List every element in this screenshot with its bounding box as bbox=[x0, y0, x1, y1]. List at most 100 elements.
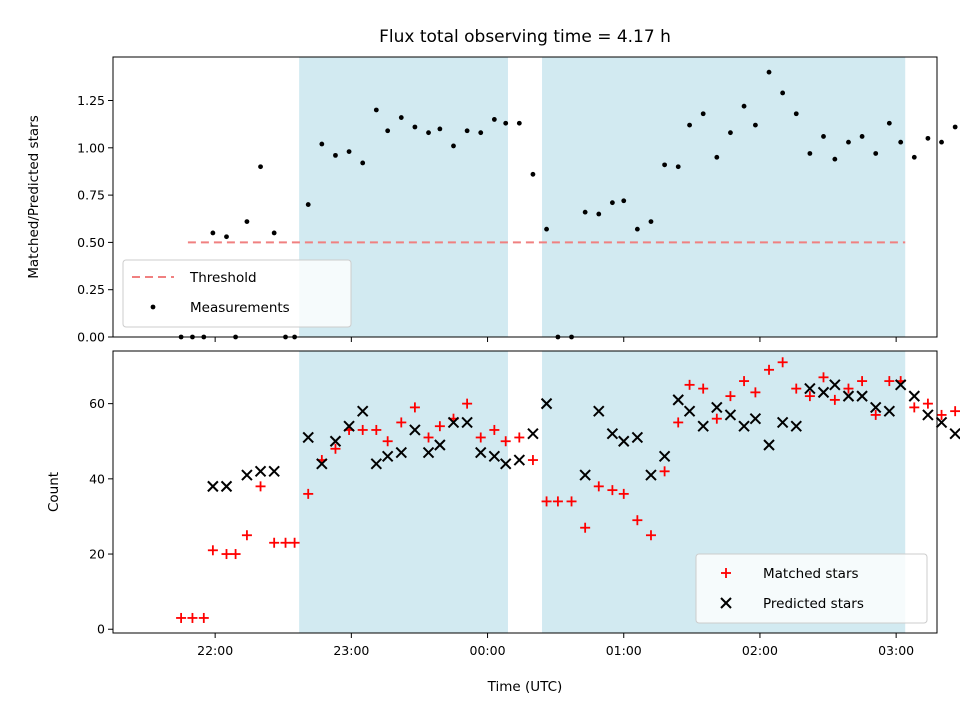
measurement-point bbox=[346, 149, 352, 154]
measurement-point bbox=[398, 115, 404, 120]
measurement-point bbox=[807, 151, 813, 156]
predicted-star-point bbox=[220, 480, 233, 493]
matched-star-point bbox=[489, 424, 500, 435]
measurement-point bbox=[385, 128, 391, 134]
measurement-point bbox=[437, 126, 443, 132]
matched-star-point bbox=[580, 522, 591, 533]
matched-star-point bbox=[552, 496, 563, 507]
predicted-star-points bbox=[207, 379, 960, 493]
matched-star-point bbox=[176, 612, 187, 623]
bottom-legend-box bbox=[695, 553, 928, 624]
predicted-star-point bbox=[776, 416, 789, 429]
matched-star-point bbox=[857, 376, 868, 387]
predicted-star-point bbox=[829, 379, 841, 391]
matched-star-point bbox=[269, 537, 280, 548]
predicted-star-point bbox=[499, 458, 512, 470]
matched-star-point bbox=[711, 413, 722, 424]
predicted-star-point bbox=[631, 431, 644, 444]
legend-measurements-label: Measurements bbox=[190, 300, 290, 316]
bottom-x-ticks: 22:00 23:00 00:00 01:00 02:00 03:00 bbox=[197, 633, 914, 658]
x-tick-label: 00:00 bbox=[470, 643, 506, 658]
measurement-point bbox=[700, 111, 706, 117]
measurement-point bbox=[939, 139, 944, 145]
matched-star-point bbox=[618, 488, 629, 499]
matched-star-point bbox=[221, 549, 232, 560]
predicted-star-point bbox=[697, 420, 709, 432]
x-tick-label: 02:00 bbox=[742, 643, 778, 658]
matched-star-point bbox=[698, 383, 709, 394]
matched-star-point bbox=[396, 417, 407, 428]
measurement-point bbox=[728, 130, 733, 136]
measurement-point bbox=[925, 135, 931, 141]
measurement-point bbox=[793, 111, 799, 117]
predicted-star-point bbox=[540, 397, 553, 410]
bottom-axes-frame bbox=[112, 350, 938, 634]
chart-title: Flux total observing time = 4.17 h bbox=[379, 27, 671, 47]
matched-star-point bbox=[764, 364, 775, 375]
predicted-star-point bbox=[356, 405, 369, 417]
measurement-point bbox=[373, 107, 379, 113]
predicted-star-point bbox=[738, 420, 750, 432]
matched-star-point bbox=[566, 496, 577, 507]
matched-star-point bbox=[593, 481, 604, 492]
predicted-star-point bbox=[949, 428, 960, 440]
measurement-point bbox=[271, 230, 277, 236]
top-x-ticks bbox=[214, 337, 897, 342]
matched-star-point bbox=[357, 424, 368, 435]
predicted-star-point bbox=[488, 450, 501, 462]
legend-predicted-marker bbox=[720, 597, 732, 609]
measurement-point bbox=[412, 124, 418, 130]
top-y-axis-label: Matched/Predicted stars bbox=[26, 115, 42, 278]
predicted-star-point bbox=[343, 420, 355, 432]
matched-star-point bbox=[382, 436, 393, 447]
legend-predicted-label: Predicted stars bbox=[763, 596, 864, 612]
measurement-point bbox=[675, 164, 681, 170]
predicted-star-point bbox=[658, 450, 671, 462]
matched-star-point bbox=[230, 549, 241, 560]
measurement-point bbox=[821, 134, 826, 139]
x-axis-label: Time (UTC) bbox=[487, 679, 563, 695]
y-tick-label: 1.00 bbox=[77, 140, 105, 155]
matched-star-point bbox=[255, 481, 266, 492]
measurement-point bbox=[426, 130, 431, 136]
matched-star-point bbox=[527, 455, 538, 466]
top-legend-box bbox=[122, 259, 352, 328]
legend-matched-label: Matched stars bbox=[763, 566, 859, 582]
predicted-star-point bbox=[475, 446, 487, 459]
predicted-star-point bbox=[790, 420, 802, 432]
matched-star-point bbox=[739, 376, 750, 387]
predicted-star-point bbox=[395, 446, 407, 459]
matched-star-point bbox=[884, 376, 895, 387]
predicted-star-point bbox=[804, 382, 816, 395]
measurement-point bbox=[516, 120, 522, 126]
bottom-y-axis-label: Count bbox=[46, 472, 62, 512]
measurement-points bbox=[178, 69, 958, 340]
measurement-point bbox=[244, 219, 250, 224]
predicted-star-point bbox=[922, 409, 934, 421]
shaded-interval bbox=[542, 57, 906, 337]
matched-star-point bbox=[371, 424, 382, 435]
matched-star-point bbox=[673, 417, 684, 428]
y-tick-label: 1.25 bbox=[77, 93, 105, 108]
matched-star-point bbox=[303, 488, 314, 499]
matched-star-point bbox=[475, 432, 486, 443]
measurement-point bbox=[530, 171, 536, 177]
measurement-point bbox=[886, 120, 892, 126]
matched-star-point bbox=[750, 387, 761, 398]
matched-star-point bbox=[462, 398, 473, 409]
predicted-star-point bbox=[763, 439, 775, 451]
y-tick-label: 0.00 bbox=[77, 330, 105, 345]
predicted-star-point bbox=[316, 458, 328, 470]
predicted-star-point bbox=[645, 469, 657, 481]
x-tick-label: 23:00 bbox=[333, 643, 369, 658]
matched-star-point bbox=[423, 432, 434, 443]
measurement-point bbox=[258, 164, 263, 170]
matched-star-point bbox=[645, 530, 656, 541]
predicted-star-point bbox=[749, 412, 762, 425]
predicted-star-point bbox=[422, 446, 435, 459]
predicted-star-point bbox=[579, 469, 591, 481]
predicted-star-point bbox=[329, 435, 342, 447]
predicted-star-point bbox=[842, 390, 855, 402]
matched-star-point bbox=[950, 406, 960, 417]
x-tick-label: 01:00 bbox=[606, 643, 642, 658]
